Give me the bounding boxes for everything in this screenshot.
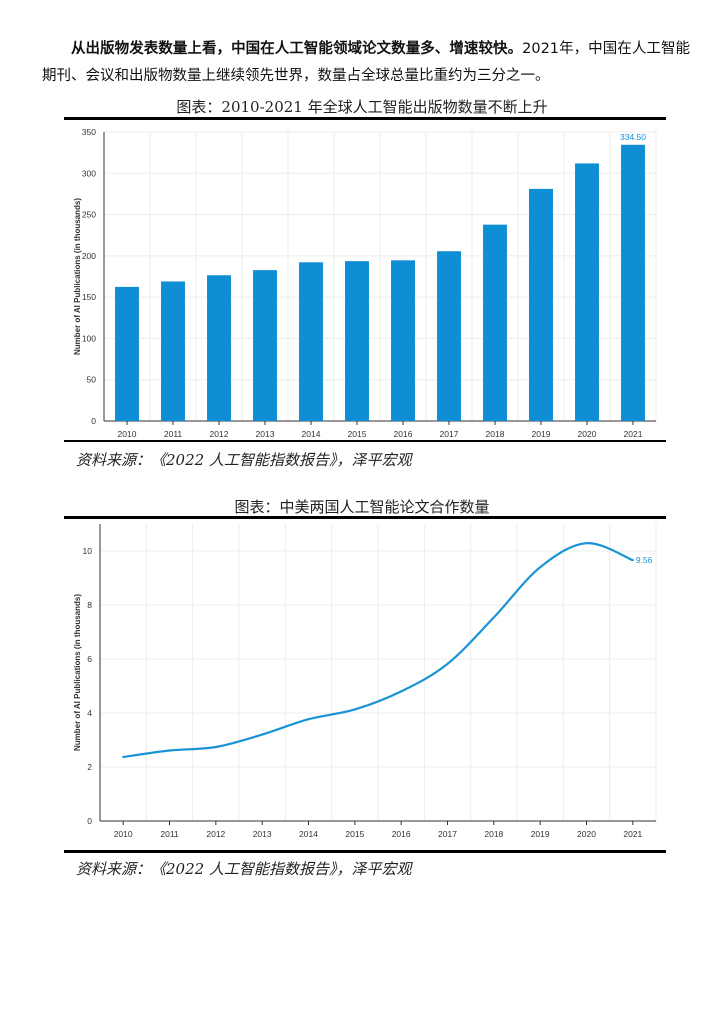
data-point-2018 [492,616,495,619]
bar-2017 [437,251,461,421]
x-tick-label: 2014 [299,829,318,839]
bar-2011 [161,281,185,421]
figure1-bottom-rule [64,440,666,442]
series-line [123,542,634,759]
x-tick-label: 2020 [578,429,597,438]
y-tick-label: 4 [87,708,92,718]
data-label-2021: 9.56 [636,555,653,565]
y-tick-label: 10 [83,546,93,556]
y-tick-label: 6 [87,654,92,664]
x-tick-label: 2021 [624,429,643,438]
data-point-2016 [400,690,403,693]
x-tick-label: 2020 [577,829,596,839]
data-point-2017 [446,662,449,665]
y-tick-label: 250 [82,210,96,220]
bar-2021 [621,144,645,421]
y-tick-label: 0 [91,416,96,426]
data-point-2020 [585,542,588,545]
data-point-2019 [539,566,542,569]
x-tick-label: 2014 [302,429,321,438]
y-tick-label: 350 [82,127,96,137]
x-tick-label: 2018 [486,429,505,438]
y-tick-label: 8 [87,600,92,610]
y-axis-label: Number of AI Publications (in thousands) [73,198,82,355]
bar-chart-global-publications: 0 50 100 150 200 250 300 350 2010 2011 2012 2013 201… [73,127,657,438]
x-tick-label: 2017 [440,429,459,438]
y-tick-label: 100 [82,333,96,343]
bar-2014 [299,262,323,421]
intro-normal-text: 2021年，中国在人工智能期刊、会议和出版物数量上继续领先世界，数量占全球总量比… [42,41,690,84]
x-tick-label: 2017 [438,829,457,839]
line-chart-china-us-collaboration: 0 2 4 6 8 10 2010 2011 2012 2013 2014 2015 2016 2017 2… [73,524,657,839]
x-tick-label: 2019 [532,429,551,438]
data-point-2015 [353,708,356,711]
x-tick-label: 2012 [210,429,229,438]
bar-2012 [207,275,231,421]
intro-bold-text: 从出版物发表数量上看，中国在人工智能领域论文数量多、增速较快。 [71,41,523,57]
bar-2015 [345,261,369,421]
x-tick-label: 2019 [531,829,550,839]
y-tick-label: 300 [82,168,96,178]
y-tick-label: 0 [87,816,92,826]
x-tick-label: 2015 [348,429,367,438]
data-point-2014 [307,718,310,721]
bar-2016 [391,260,415,421]
figure2-bottom-rule [64,850,666,853]
data-point-2013 [261,733,264,736]
figure1-title: 图表：2010-2021 年全球人工智能出版物数量不断上升 [176,98,548,116]
data-point-2021 [631,559,634,562]
x-tick-label: 2018 [484,829,503,839]
x-tick-label: 2010 [114,829,133,839]
intro-paragraph: 从出版物发表数量上看，中国在人工智能领域论文数量多、增速较快。2021年，中国在… [42,36,690,90]
y-axis-label: Number of AI Publications (in thousands) [73,594,82,751]
bar-2013 [253,270,277,421]
figure2-title: 图表：中美两国人工智能论文合作数量 [234,498,490,516]
y-tick-label: 150 [82,292,96,302]
data-label-2021: 334.50 [620,132,646,142]
x-tick-label: 2012 [206,829,225,839]
data-point-2012 [214,746,217,749]
bar-2010 [115,286,139,421]
data-point-2011 [168,749,171,752]
y-tick-label: 200 [82,251,96,261]
x-tick-label: 2015 [345,829,364,839]
figure1-top-rule [64,117,666,120]
figure2-top-rule [64,516,666,519]
x-tick-label: 2016 [394,429,413,438]
y-tick-label: 2 [87,762,92,772]
x-tick-label: 2013 [253,829,272,839]
bar-2018 [483,224,507,421]
data-point-2010 [122,756,125,759]
x-tick-label: 2016 [392,829,411,839]
figure1-source: 资料来源：《2022 人工智能指数报告》，泽平宏观 [76,451,412,469]
y-tick-label: 50 [87,375,97,385]
x-tick-label: 2021 [623,829,642,839]
bar-2019 [529,188,553,421]
x-tick-label: 2010 [118,429,137,438]
x-tick-label: 2011 [164,429,183,438]
figure2-source: 资料来源：《2022 人工智能指数报告》，泽平宏观 [76,860,412,878]
bar-2020 [575,163,599,421]
x-tick-label: 2013 [256,429,275,438]
x-tick-label: 2011 [160,829,179,839]
